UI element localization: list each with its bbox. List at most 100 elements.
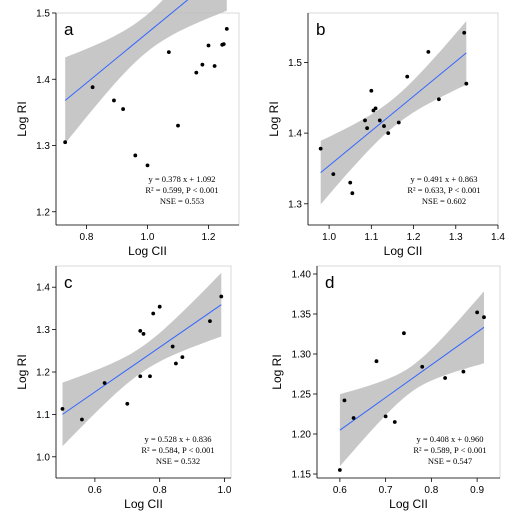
panel-d-x-tick-label: 0.8 (424, 485, 438, 496)
panel-a-data-point (221, 42, 226, 47)
panel-c-y-tick-label: 1.1 (36, 410, 50, 421)
panel-b-data-point (350, 191, 355, 196)
panel-d-data-point (461, 369, 466, 374)
panel-d-data-point (482, 315, 486, 320)
panel-c-data-point (219, 294, 224, 299)
panel-a-data-point (176, 123, 180, 128)
panel-d-data-point (402, 331, 406, 336)
panel-a-nse: NSE = 0.553 (160, 196, 204, 206)
panel-d-data-point (420, 364, 425, 369)
panel-b-letter: b (316, 20, 325, 39)
panel-a-data-point (133, 153, 138, 158)
panel-c-data-point (170, 344, 175, 349)
panel-a-data-point (206, 43, 211, 48)
panel-a-x-tick-label: 0.8 (80, 232, 94, 243)
panel-d-x-axis-title: Log CII (389, 497, 428, 511)
panel-c-y-tick-label: 1.3 (36, 325, 50, 336)
panel-b-data-point (365, 126, 370, 131)
panel-b: 1.0 1.1 1.2 1.3 1.4 1.3 1.4 1.5 b y = 0.491 x +… (267, 12, 505, 258)
panel-c-nse: NSE = 0.532 (156, 456, 200, 466)
panel-d-data-point (392, 420, 397, 424)
panel-d-data-point (351, 416, 356, 420)
panel-a-data-point (90, 85, 95, 90)
panel-c-data-point (180, 355, 185, 360)
panel-c-data-point (141, 331, 146, 336)
panel-c-data-point (102, 381, 107, 385)
panel-c-data-point (151, 311, 156, 316)
panel-b-y-tick-label: 1.3 (288, 199, 302, 210)
panel-d-data-point (443, 376, 447, 380)
panel-b-data-point (363, 118, 367, 123)
panel-c-y-tick-label: 1.4 (36, 283, 50, 294)
panel-c-data-point (80, 417, 84, 422)
panel-b-data-point (377, 118, 382, 123)
panel-a-data-point (145, 163, 150, 168)
panel-b-data-point (396, 120, 401, 125)
panel-a-data-point (194, 70, 199, 75)
panel-d-data-point (383, 414, 388, 419)
panel-b-data-point (382, 124, 386, 128)
panel-c-y-axis-title: Log RI (15, 354, 29, 389)
panel-a-x-tick-label: 1.0 (141, 232, 155, 243)
panel-a-letter: a (64, 20, 74, 39)
panel-c-r2: R² = 0.584, P < 0.001 (141, 445, 214, 455)
panel-a-fit-line (64, 0, 189, 101)
panel-c-data-point (208, 319, 212, 324)
panel-c-data-point (60, 406, 65, 411)
panel-b-y-tick-label: 1.5 (288, 58, 302, 69)
panel-a-data-point (112, 98, 116, 103)
panel-a: 0.8 1.0 1.2 1.2 1.3 1.4 1.5 a y = 0.378 x + 1.… (15, 0, 240, 258)
panel-b-x-tick-label: 1.2 (407, 232, 421, 243)
panel-b-data-point (464, 81, 469, 86)
panel-a-r2: R² = 0.599, P < 0.001 (145, 185, 218, 195)
panel-c-data-point (174, 361, 178, 366)
panel-c-x-tick-label: 0.6 (88, 485, 102, 496)
panel-d-x-tick-label: 0.6 (333, 485, 347, 496)
panel-d-y-tick-label: 1.15 (292, 470, 312, 481)
panel-d-y-tick-label: 1.20 (292, 430, 312, 441)
panel-d-y-tick-label: 1.35 (292, 310, 312, 321)
panel-b-data-point (369, 88, 374, 93)
panel-a-data-point (121, 107, 125, 111)
panel-b-fit-line (320, 52, 467, 173)
panel-b-data-point (462, 30, 467, 35)
panel-a-data-point (63, 140, 68, 145)
panel-b-x-tick-label: 1.3 (449, 232, 463, 243)
panel-c-fit-line (62, 304, 222, 415)
panel-d-y-tick-label: 1.30 (292, 350, 312, 361)
panel-d-fit-line (339, 326, 485, 431)
panel-b-data-point (331, 172, 336, 177)
panel-b-equation: y = 0.491 x + 0.863 (411, 174, 478, 184)
panel-d-data-point (475, 310, 480, 315)
panel-b-data-point (405, 74, 410, 79)
panel-a-data-point (200, 62, 205, 67)
panel-a-data-point (224, 27, 229, 31)
panel-c-data-point (125, 401, 130, 406)
panel-a-data-point (212, 64, 217, 68)
panel-a-y-tick-label: 1.2 (36, 207, 50, 218)
panel-d-nse: NSE = 0.547 (428, 456, 472, 466)
panel-a-y-tick-label: 1.5 (36, 9, 50, 20)
panel-a-equation: y = 0.378 x + 1.092 (149, 174, 216, 184)
panel-a-y-tick-label: 1.3 (36, 141, 50, 152)
panel-c-y-tick-label: 1.0 (36, 452, 50, 463)
panel-c-data-point (138, 374, 143, 379)
panel-a-confidence-band (65, 0, 227, 144)
panel-b-x-tick-label: 1.0 (322, 232, 336, 243)
panel-b-nse: NSE = 0.602 (422, 196, 466, 206)
panel-c-letter: c (64, 273, 73, 292)
panel-b-y-axis-title: Log RI (267, 101, 281, 136)
panel-d-y-tick-label: 1.40 (292, 270, 312, 281)
panel-d-y-tick-label: 1.25 (292, 390, 312, 401)
panel-a-x-tick-label: 1.2 (202, 232, 216, 243)
panel-d-equation: y = 0.408 x + 0.960 (417, 434, 484, 444)
panel-a-y-axis-title: Log RI (15, 101, 29, 136)
panel-d-x-tick-label: 0.7 (379, 485, 393, 496)
panel-c-y-tick-label: 1.2 (36, 368, 50, 379)
panel-b-x-tick-label: 1.4 (491, 232, 505, 243)
panel-c-data-point (148, 374, 152, 379)
panel-c: 0.6 0.8 1.0 1.0 1.1 1.2 1.3 1.4 c y = 0.528 x +… (15, 265, 232, 511)
panel-c-data-point (157, 304, 162, 309)
panel-c-x-axis-title: Log CII (124, 497, 163, 511)
